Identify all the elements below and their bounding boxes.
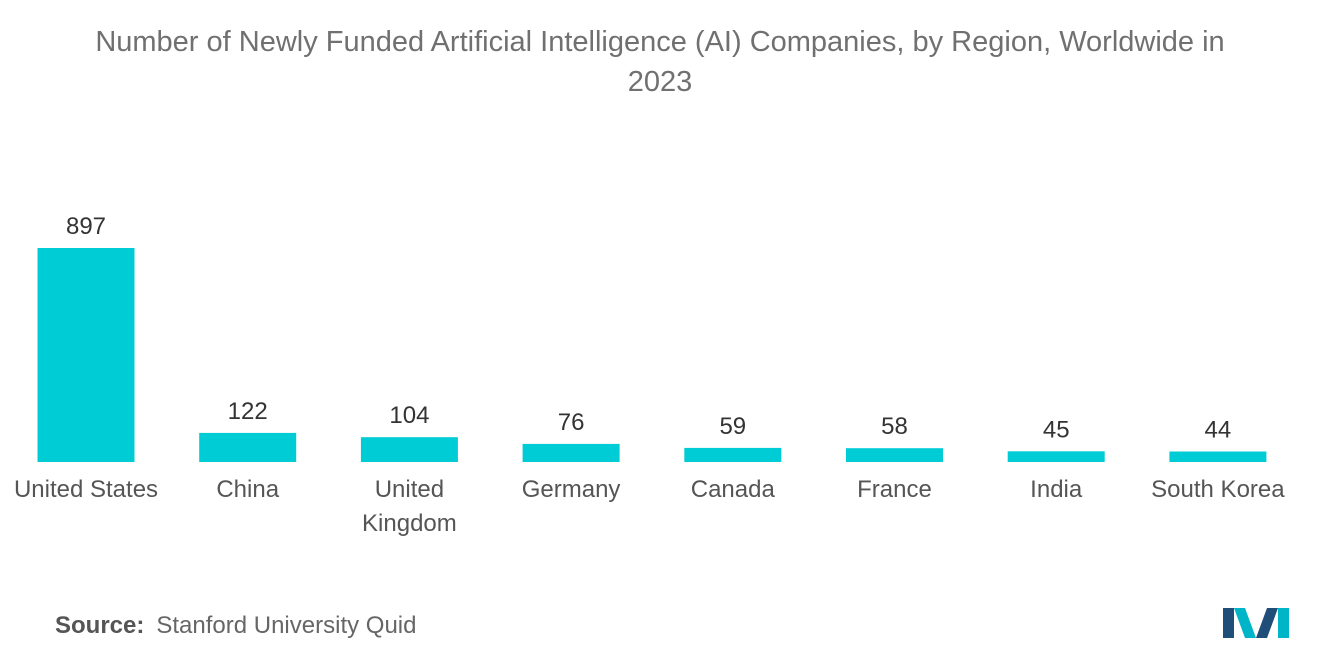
value-label-2: 104 — [389, 402, 429, 429]
value-label-7: 44 — [1205, 417, 1232, 444]
category-label-2-line-0: United — [375, 476, 444, 503]
category-label-5: France — [857, 476, 932, 503]
category-label-1: China — [216, 476, 279, 503]
value-label-3: 76 — [558, 409, 585, 436]
category-label-4: Canada — [691, 476, 776, 503]
chart-title-line-1: Number of Newly Funded Artificial Intell… — [95, 26, 1225, 58]
source-note: Source: Stanford University Quid — [55, 612, 416, 640]
value-label-4: 59 — [719, 413, 746, 440]
bar-3 — [522, 443, 620, 462]
bar-7 — [1169, 451, 1267, 462]
category-label-3: Germany — [522, 476, 621, 503]
source-label: Source: — [55, 612, 145, 639]
value-label-1: 122 — [228, 398, 268, 425]
value-label-5: 58 — [881, 413, 908, 440]
bar-6 — [1007, 451, 1105, 462]
category-label-7: South Korea — [1151, 476, 1285, 503]
bar-0 — [37, 248, 135, 462]
category-label-0: United States — [14, 476, 158, 503]
value-label-0: 897 — [66, 213, 106, 240]
mordor-logo-icon — [1223, 608, 1289, 638]
chart-title-line-2: 2023 — [627, 66, 693, 98]
bar-5 — [846, 448, 943, 462]
value-label-6: 45 — [1043, 416, 1070, 443]
bar-2 — [360, 437, 458, 462]
chart-title: Number of Newly Funded Artificial Intell… — [0, 22, 1320, 102]
bar-4 — [684, 447, 782, 462]
category-label-6: India — [1030, 476, 1083, 503]
category-label-2-line-1: Kingdom — [362, 510, 457, 537]
source-text: Stanford University Quid — [156, 612, 417, 639]
bar-1 — [199, 432, 297, 462]
